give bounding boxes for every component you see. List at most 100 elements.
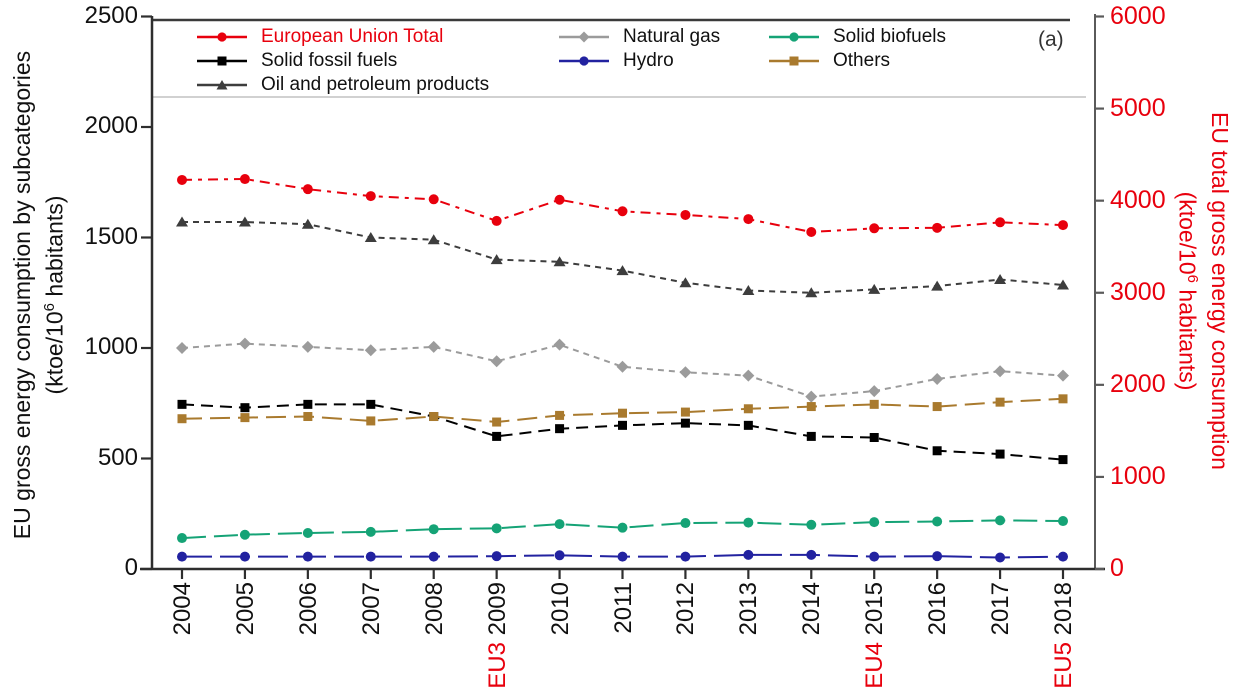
legend-item-label: European Union Total	[261, 26, 444, 47]
data-point-circle	[869, 551, 880, 562]
circle-marker-icon	[789, 32, 799, 42]
data-point-square	[806, 431, 816, 441]
left-axis-unit: (ktoe/106 habitants)	[36, 16, 69, 574]
data-point-diamond	[553, 338, 566, 351]
data-point-square	[618, 408, 627, 418]
data-point-circle	[239, 529, 250, 540]
legend-swatch-icon	[769, 56, 819, 66]
left-axis-tick-label: 0	[124, 554, 138, 581]
data-point-circle	[680, 518, 691, 529]
data-point-square	[1058, 394, 1068, 404]
data-point-circle	[806, 519, 817, 530]
legend-column-3: Solid biofuels Others	[768, 25, 946, 73]
data-point-square	[492, 417, 502, 427]
data-point-triangle	[931, 280, 944, 291]
data-point-diamond	[931, 372, 944, 385]
legend-item-label: Solid biofuels	[833, 26, 947, 47]
data-point-circle	[743, 214, 754, 225]
x-axis-tick-label: EU4 2015	[861, 582, 889, 689]
legend-item-label: Others	[833, 50, 891, 71]
data-point-circle	[554, 550, 565, 561]
data-point-triangle	[301, 218, 314, 229]
legend-item-label: Natural gas	[623, 26, 721, 47]
x-axis-tick-label: 2007	[357, 582, 385, 636]
data-point-circle	[239, 174, 250, 185]
data-point-circle	[995, 552, 1006, 563]
data-point-circle	[302, 184, 313, 195]
legend-item-label: Hydro	[623, 50, 674, 71]
x-axis-tick-label: 2005	[231, 582, 259, 636]
series-line-3	[181, 342, 1064, 398]
left-axis-tick-label: 1500	[84, 222, 138, 250]
x-axis-tick-label: 2012	[672, 582, 700, 636]
right-axis-tick-label: 3000	[1110, 277, 1166, 306]
data-point-circle	[177, 551, 187, 562]
data-point-circle	[932, 516, 943, 527]
series-line-6	[181, 397, 1064, 424]
data-point-square	[240, 403, 250, 413]
circle-marker-icon	[217, 32, 227, 42]
data-point-square	[869, 399, 879, 409]
data-point-circle	[239, 551, 250, 562]
data-point-square	[366, 416, 376, 426]
data-point-circle	[428, 524, 439, 535]
data-point-circle	[806, 549, 817, 560]
data-point-square	[932, 402, 942, 412]
data-point-circle	[491, 215, 502, 226]
data-point-circle	[1058, 551, 1068, 562]
data-point-square	[303, 412, 313, 422]
data-point-square	[932, 446, 942, 456]
x-axis-tick-label: 2004	[169, 582, 196, 636]
data-point-diamond	[994, 365, 1007, 378]
data-point-square	[995, 397, 1005, 407]
legend-swatch-icon	[197, 32, 247, 42]
data-point-circle	[932, 551, 943, 562]
data-point-square	[240, 413, 250, 423]
data-point-triangle	[616, 265, 629, 276]
data-point-square	[429, 412, 439, 422]
data-point-square	[995, 449, 1005, 459]
data-point-diamond	[238, 337, 251, 350]
legend-item-solid-fossil-fuels: Solid fossil fuels	[196, 49, 489, 73]
right-axis-tick-label: 1000	[1110, 461, 1166, 490]
data-point-triangle	[490, 254, 503, 265]
data-point-triangle	[742, 285, 755, 296]
left-axis-tick-label: 2000	[84, 112, 138, 139]
left-axis-unit-prefix: (ktoe/10	[41, 311, 68, 395]
data-point-circle	[554, 519, 565, 530]
data-point-circle	[428, 551, 439, 562]
left-axis-unit-exponent: 6	[41, 302, 58, 312]
x-axis-tick-label: 2011	[609, 582, 637, 634]
data-point-diamond	[364, 344, 377, 357]
circle-marker-icon	[579, 56, 589, 66]
data-point-circle	[932, 222, 943, 233]
data-point-diamond	[868, 385, 881, 398]
data-point-diamond	[301, 340, 314, 353]
left-axis-tick-label: 2500	[84, 1, 138, 29]
data-point-diamond	[176, 342, 188, 354]
data-point-circle	[491, 523, 502, 534]
series-line-0	[181, 177, 1064, 234]
data-point-circle	[995, 515, 1006, 526]
right-axis-tick-label: 4000	[1110, 185, 1166, 214]
data-point-square	[869, 433, 879, 443]
x-axis-tick-label: 2014	[798, 582, 826, 636]
legend-swatch-icon	[559, 56, 609, 66]
data-point-circle	[680, 551, 691, 562]
data-point-diamond	[427, 340, 440, 353]
data-point-triangle	[679, 277, 692, 288]
data-point-square	[618, 420, 627, 430]
x-axis-tick-label: 2017	[987, 582, 1015, 636]
data-point-circle	[680, 209, 691, 220]
legend-item-others: Others	[768, 49, 946, 73]
data-point-square	[555, 424, 565, 434]
data-point-circle	[491, 551, 502, 562]
data-point-circle	[617, 551, 628, 562]
data-point-circle	[428, 194, 439, 205]
data-point-square	[680, 407, 690, 417]
data-point-triangle	[994, 273, 1007, 284]
data-point-circle	[365, 551, 376, 562]
data-point-triangle	[553, 256, 566, 267]
